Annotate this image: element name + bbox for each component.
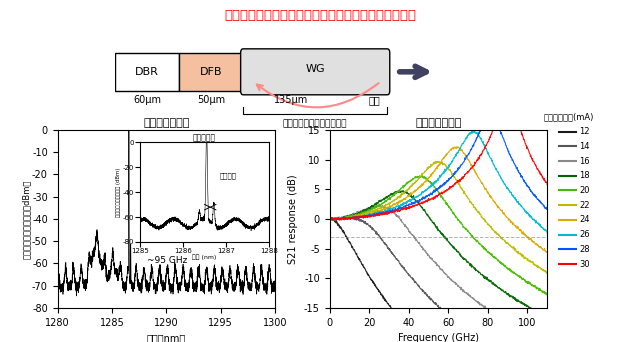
Text: ファブリペローフィルター: ファブリペローフィルター — [283, 120, 348, 129]
Text: 50μm: 50μm — [197, 95, 225, 105]
Text: バイアス電流(mA): バイアス電流(mA) — [543, 113, 593, 121]
Text: ~95 GHz: ~95 GHz — [147, 256, 187, 265]
Text: 18: 18 — [579, 171, 590, 180]
Y-axis label: S21 response (dB): S21 response (dB) — [289, 174, 298, 264]
Text: DBR: DBR — [135, 67, 159, 77]
Text: 135μm: 135μm — [274, 95, 308, 105]
Text: WG: WG — [305, 64, 325, 75]
Text: 12: 12 — [579, 127, 589, 136]
Text: 20: 20 — [579, 186, 589, 195]
Text: 14: 14 — [579, 142, 589, 151]
Title: 小信号応答特性: 小信号応答特性 — [415, 118, 461, 128]
X-axis label: 波長（nm）: 波長（nm） — [147, 333, 186, 342]
Text: 22: 22 — [579, 201, 589, 210]
Text: 反射: 反射 — [369, 95, 380, 105]
FancyBboxPatch shape — [241, 49, 390, 95]
Text: 28: 28 — [579, 245, 590, 254]
Bar — [115, 53, 179, 91]
Text: 26: 26 — [579, 230, 590, 239]
Text: 出力導波路で形成されるファブリペローモードを利用: 出力導波路で形成されるファブリペローモードを利用 — [224, 9, 416, 22]
Text: 16: 16 — [579, 157, 590, 166]
Y-axis label: ファイバー出力光強度（dBm）: ファイバー出力光強度（dBm） — [22, 179, 31, 259]
Text: 30: 30 — [579, 260, 590, 268]
X-axis label: Frequency (GHz): Frequency (GHz) — [398, 333, 479, 342]
Bar — [179, 53, 243, 91]
Text: DFB: DFB — [200, 67, 223, 77]
Text: 60μm: 60μm — [133, 95, 161, 105]
Text: 24: 24 — [579, 215, 589, 224]
Title: 発振スペクトル: 発振スペクトル — [143, 118, 189, 128]
